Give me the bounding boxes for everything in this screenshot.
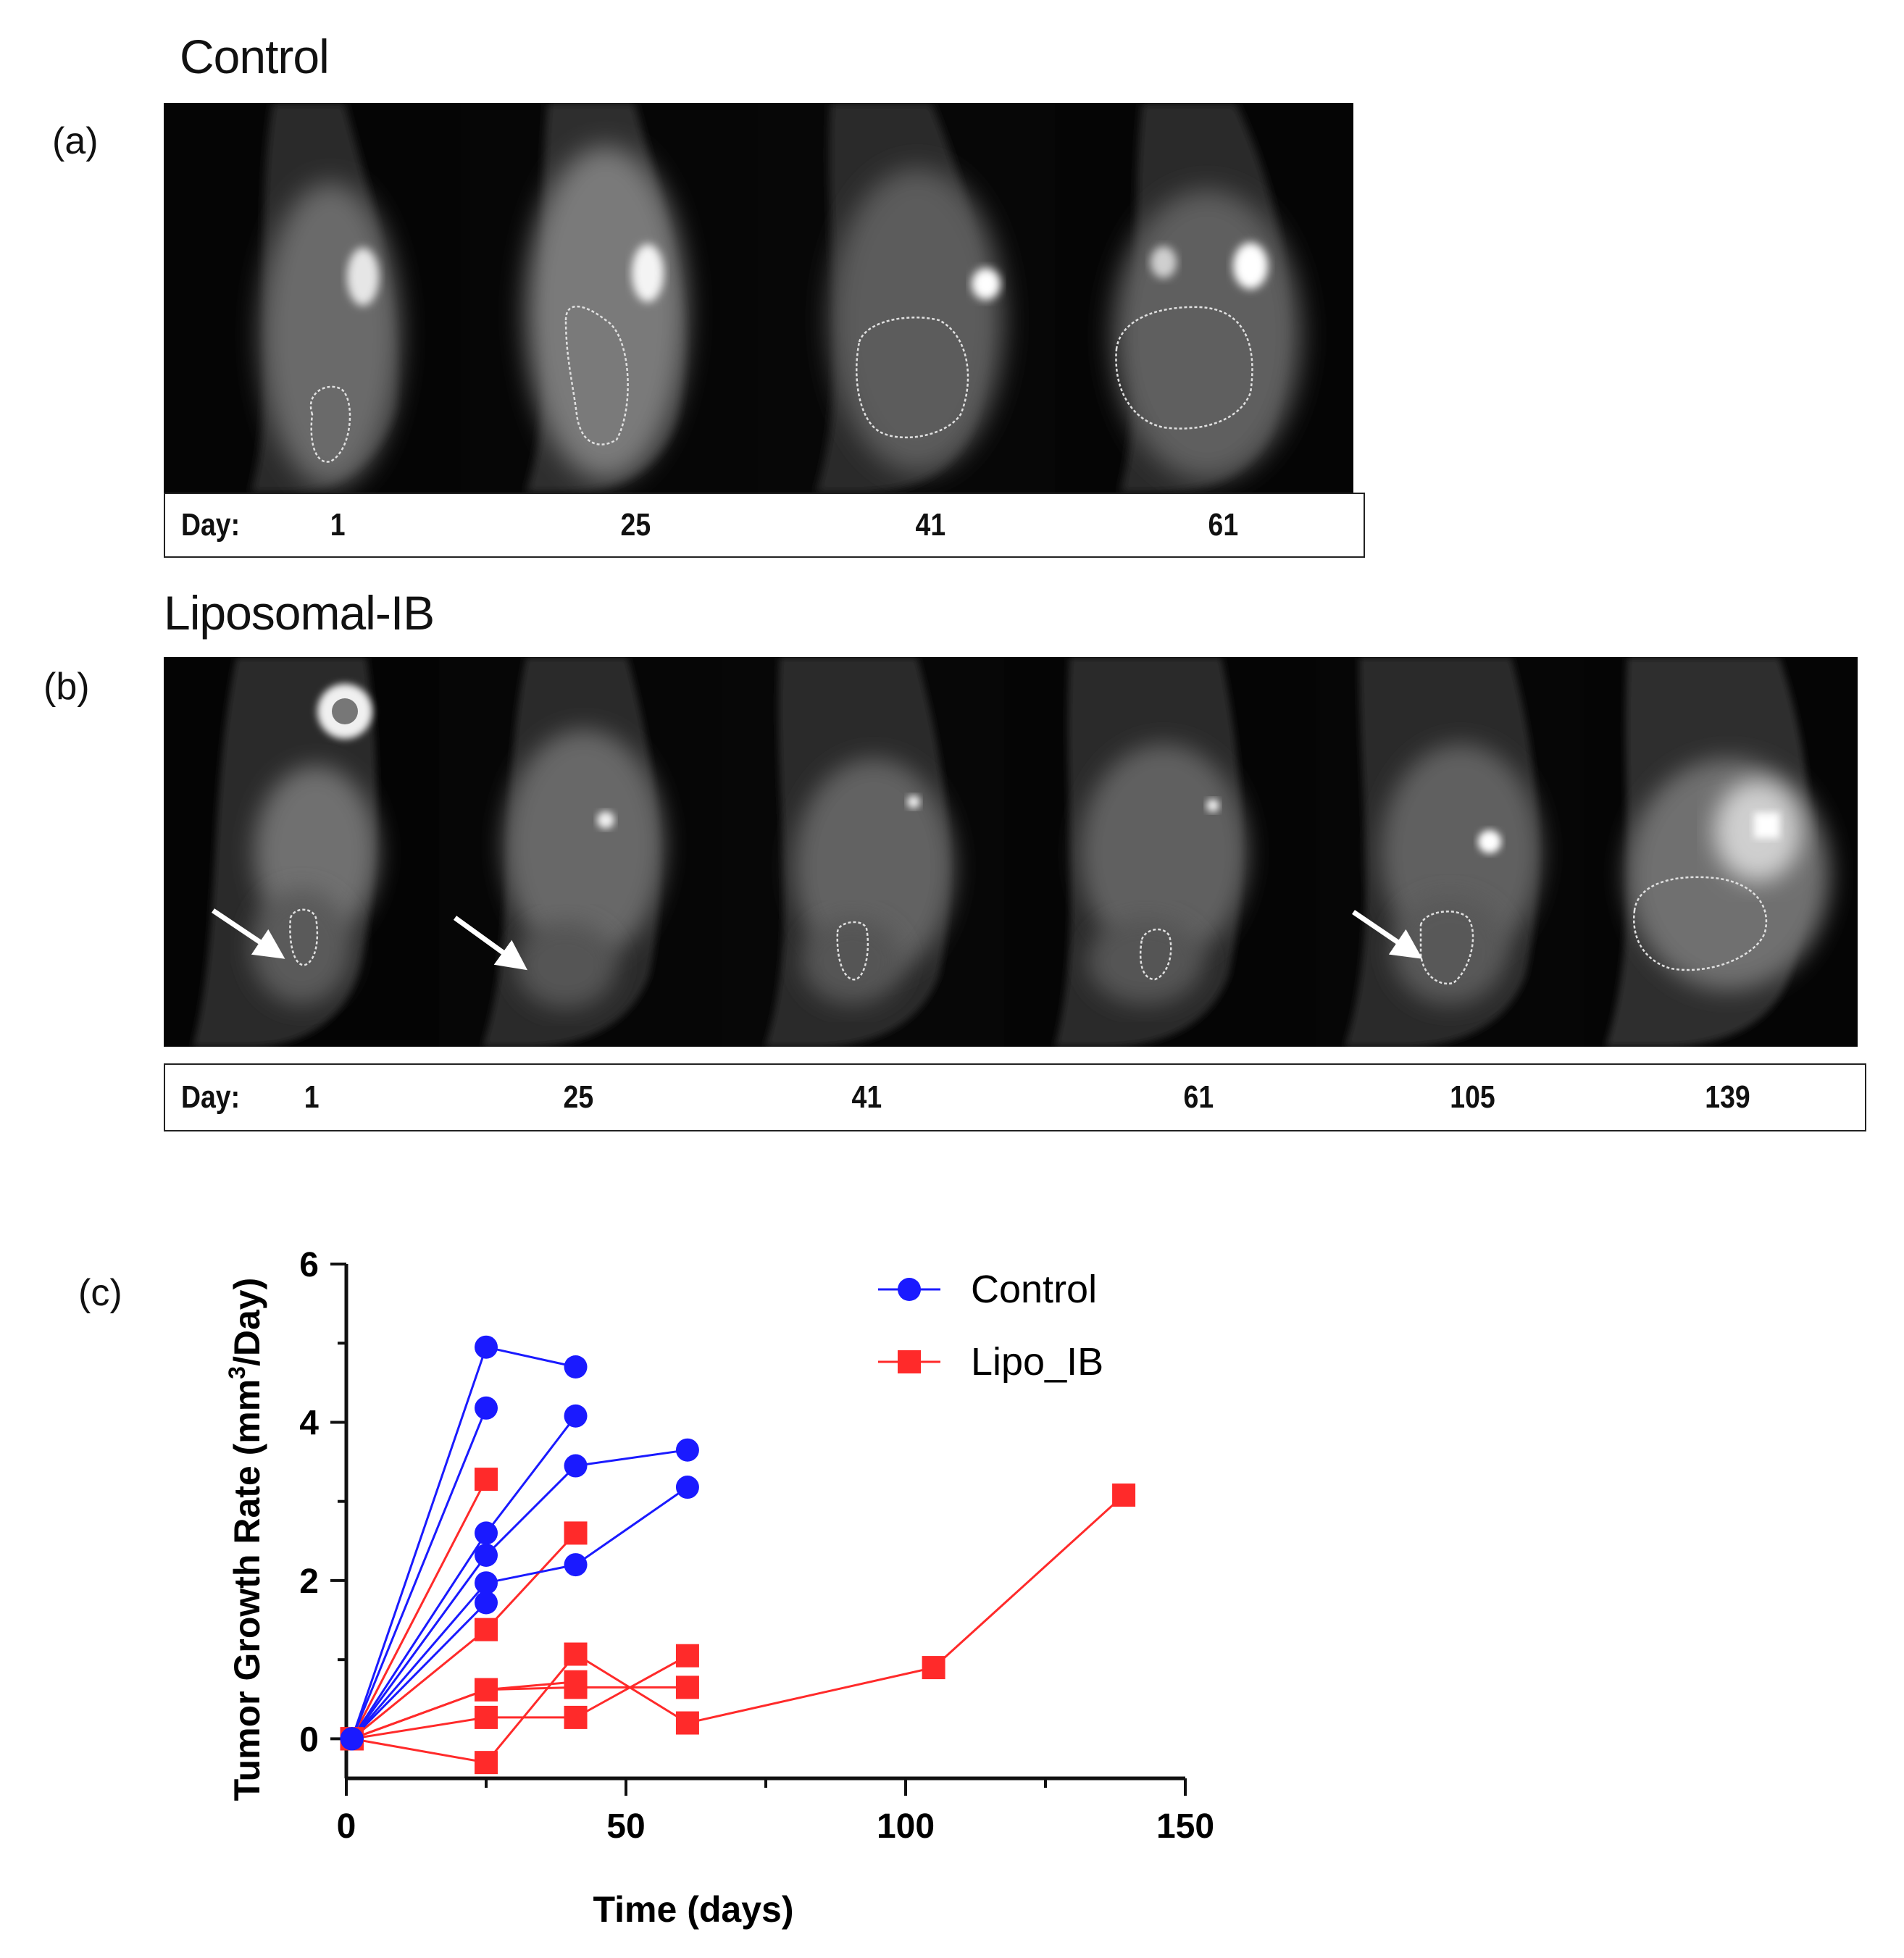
y-tick-label: 2 bbox=[299, 1562, 319, 1601]
legend-label: Control bbox=[971, 1268, 1097, 1311]
mri-scan-lipo-day139 bbox=[1584, 657, 1858, 1047]
panel-a-label: (a) bbox=[52, 120, 99, 162]
legend-marker bbox=[898, 1350, 921, 1373]
chart-legend: Control Lipo_IB bbox=[878, 1268, 1103, 1384]
y-tick-label: 6 bbox=[299, 1246, 319, 1284]
data-point-lipo bbox=[475, 1751, 498, 1775]
series-line-lipo bbox=[351, 1478, 488, 1740]
data-point-lipo bbox=[475, 1468, 498, 1491]
y-tick-label: 4 bbox=[299, 1404, 319, 1442]
data-point-control bbox=[564, 1454, 588, 1478]
data-point-control bbox=[564, 1553, 588, 1577]
day-value: 61 bbox=[1183, 1079, 1214, 1115]
data-point-control bbox=[675, 1438, 699, 1462]
mri-scan-control-day61 bbox=[1055, 103, 1353, 493]
panel-c-label: (c) bbox=[78, 1272, 122, 1314]
legend-marker bbox=[898, 1278, 921, 1301]
chart-axes: 0 2 4 6 0 50 100 150 bbox=[299, 1246, 1214, 1846]
day-value: 1 bbox=[304, 1079, 320, 1115]
growth-rate-chart: 0 2 4 6 0 50 100 150 Control Lipo_IB Time (days)… bbox=[224, 1246, 1214, 1930]
series-line-control bbox=[351, 1345, 576, 1739]
mri-scan-lipo-day1 bbox=[164, 657, 439, 1047]
x-tick-label: 50 bbox=[606, 1807, 645, 1846]
data-point-lipo bbox=[675, 1711, 699, 1735]
mri-scan-control-day25 bbox=[461, 103, 758, 493]
data-point-control bbox=[564, 1404, 588, 1428]
series-line-control bbox=[351, 1602, 488, 1740]
data-point-control bbox=[564, 1355, 588, 1378]
mri-scan-lipo-day25 bbox=[439, 657, 722, 1047]
x-axis-label: Time (days) bbox=[593, 1889, 794, 1930]
data-point-lipo bbox=[564, 1670, 588, 1694]
panel-a-mri-strip bbox=[164, 103, 1353, 493]
data-point-lipo bbox=[675, 1644, 699, 1668]
panel-b-label: (b) bbox=[43, 666, 90, 708]
panel-b-day-bar: Day: 1 25 41 61 105 139 bbox=[164, 1063, 1866, 1131]
x-tick-label: 0 bbox=[337, 1807, 356, 1846]
data-point-lipo bbox=[564, 1642, 588, 1666]
mri-scan-lipo-day105 bbox=[1316, 657, 1584, 1047]
series-line-control bbox=[351, 1486, 688, 1740]
data-point-control bbox=[475, 1571, 498, 1595]
panel-b-mri-strip bbox=[164, 657, 1858, 1047]
data-point-control bbox=[475, 1543, 498, 1567]
data-point-lipo bbox=[564, 1705, 588, 1729]
panel-b-title: Liposomal-IB bbox=[164, 586, 435, 640]
mri-scan-lipo-day41 bbox=[722, 657, 1004, 1047]
day-value: 25 bbox=[620, 507, 651, 543]
x-tick-label: 100 bbox=[877, 1807, 935, 1846]
series-line-control bbox=[351, 1407, 488, 1739]
legend-item-control: Control bbox=[878, 1268, 1097, 1311]
day-value: 41 bbox=[915, 507, 946, 543]
mri-scan-control-day41 bbox=[758, 103, 1055, 493]
day-value: 139 bbox=[1705, 1079, 1750, 1115]
series-line-lipo bbox=[351, 1654, 688, 1740]
panel-a-day-bar: Day: 1 25 41 61 bbox=[164, 493, 1365, 558]
data-point-lipo bbox=[564, 1521, 588, 1545]
data-point-lipo bbox=[675, 1675, 699, 1699]
data-point-control bbox=[675, 1476, 699, 1499]
legend-item-lipo: Lipo_IB bbox=[878, 1340, 1103, 1384]
data-point-control bbox=[475, 1396, 498, 1420]
y-axis-label-end: /Day) bbox=[227, 1278, 267, 1366]
mri-scan-control-day1 bbox=[164, 103, 461, 493]
data-point-lipo bbox=[475, 1618, 498, 1641]
day-value: 105 bbox=[1450, 1079, 1495, 1115]
data-point-lipo bbox=[1112, 1483, 1136, 1507]
day-value: 25 bbox=[563, 1079, 594, 1115]
chart-series-markers bbox=[340, 1335, 1136, 1775]
data-point-lipo bbox=[475, 1678, 498, 1702]
chart-series-lines bbox=[351, 1345, 1125, 1764]
data-point-control bbox=[475, 1335, 498, 1359]
panel-a-title: Control bbox=[180, 30, 330, 83]
series-line-control bbox=[351, 1449, 688, 1740]
data-point-lipo bbox=[922, 1656, 945, 1680]
day-value: 1 bbox=[330, 507, 346, 543]
day-label: Day: bbox=[181, 507, 241, 543]
legend-label: Lipo_IB bbox=[971, 1340, 1103, 1384]
day-value: 41 bbox=[851, 1079, 882, 1115]
mri-scan-lipo-day61 bbox=[1004, 657, 1316, 1047]
y-tick-label: 0 bbox=[299, 1720, 319, 1759]
y-axis-label-main: Tumor Growth Rate (mm bbox=[227, 1379, 267, 1801]
data-point-control bbox=[475, 1591, 498, 1615]
data-point-control bbox=[340, 1727, 364, 1751]
day-label: Day: bbox=[181, 1079, 241, 1115]
data-point-lipo bbox=[475, 1705, 498, 1729]
data-point-control bbox=[475, 1521, 498, 1545]
y-axis-label-sup: 3 bbox=[224, 1366, 250, 1379]
y-axis-label: Tumor Growth Rate (mm3/Day) bbox=[224, 1278, 267, 1801]
day-value: 61 bbox=[1208, 507, 1239, 543]
series-line-lipo bbox=[351, 1494, 1125, 1764]
series-line-lipo bbox=[351, 1532, 577, 1740]
x-tick-label: 150 bbox=[1156, 1807, 1214, 1846]
